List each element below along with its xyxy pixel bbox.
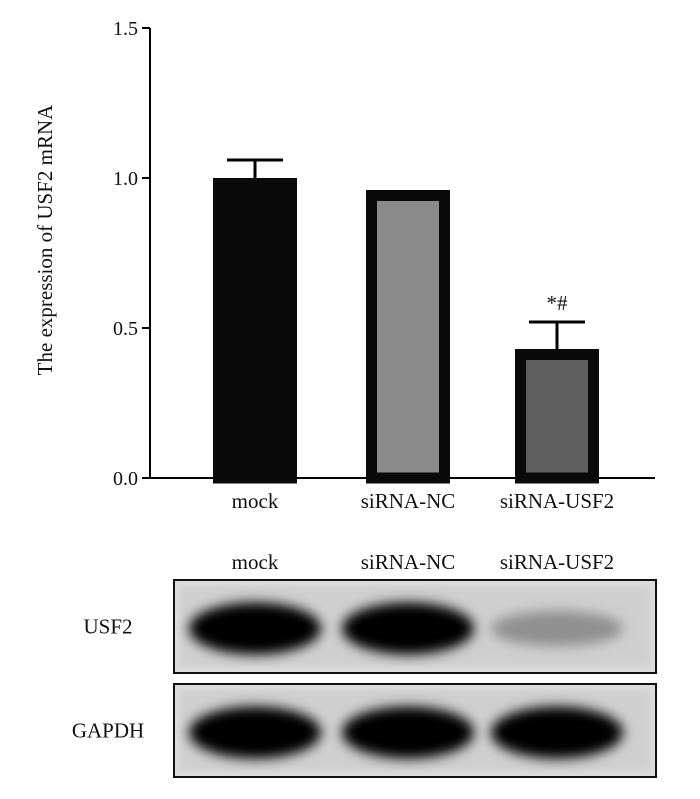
blot-lane-label: mock [232, 550, 279, 574]
bar [213, 178, 297, 484]
blot-panels [173, 579, 657, 778]
blot-row-label: GAPDH [72, 719, 144, 743]
bar [366, 190, 450, 484]
x-tick-label: mock [232, 489, 279, 513]
bar [515, 349, 599, 484]
x-tick-label: siRNA-USF2 [500, 489, 614, 513]
western-blot: mock siRNA-NC siRNA-USF2 USF2 GAPDH [72, 550, 657, 778]
blot-lane-label: siRNA-USF2 [500, 550, 614, 574]
error-bars [227, 158, 585, 349]
blot-band [189, 602, 321, 655]
error-bar [227, 158, 283, 178]
x-tick-label: siRNA-NC [361, 489, 456, 513]
y-tick-label: 0.0 [113, 468, 138, 490]
y-tick-label: 0.5 [113, 318, 138, 340]
blot-band [491, 610, 623, 647]
blot-band [342, 602, 474, 655]
blot-lane-label: siRNA-NC [361, 550, 456, 574]
blot-band [491, 706, 623, 759]
error-bar [529, 320, 585, 349]
blot-lane-labels: mock siRNA-NC siRNA-USF2 [232, 550, 615, 574]
y-tick-label: 1.5 [113, 18, 138, 40]
significance-label: *# [547, 291, 569, 315]
blot-row-label: USF2 [83, 615, 132, 639]
blot-row-labels: USF2 GAPDH [72, 615, 144, 743]
y-axis: 0.0 0.5 1.0 1.5 [113, 18, 151, 490]
y-axis-label: The expression of USF2 mRNA [33, 104, 57, 375]
bars [213, 178, 599, 484]
blot-band [342, 706, 474, 759]
blot-panel [173, 579, 657, 674]
blot-panel [173, 683, 657, 778]
significance-annotations: *# [547, 291, 569, 315]
blot-band [189, 706, 321, 759]
bar-chart: The expression of USF2 mRNA 0.0 0.5 1.0 1.5… [33, 18, 655, 513]
category-labels: mock siRNA-NC siRNA-USF2 [232, 489, 615, 513]
y-tick-label: 1.0 [113, 168, 138, 190]
